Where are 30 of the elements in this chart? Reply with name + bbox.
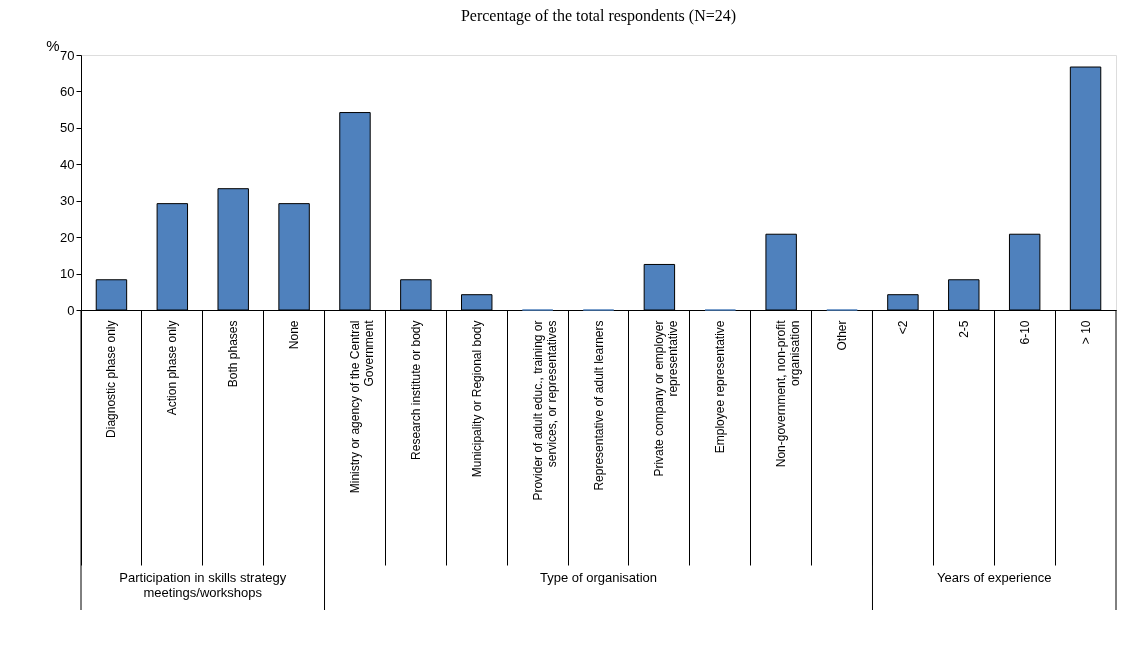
x-tick-label: Municipality or Regional body: [469, 320, 484, 478]
y-tick-label: 0: [67, 302, 75, 318]
x-tick-label: Employee representative: [713, 320, 728, 454]
x-tick-label: 6-10: [1017, 320, 1032, 345]
x-tick-label: Representative of adult learners: [591, 320, 606, 491]
y-tick-label: 50: [60, 120, 75, 136]
x-tick-label: 2-5: [956, 320, 971, 338]
chart-title: Percentage of the total respondents (N=24): [460, 7, 737, 25]
x-tick-label: None: [287, 320, 302, 350]
x-tick-label: Diagnostic phase only: [104, 320, 119, 438]
x-tick-label: Other: [835, 320, 850, 351]
x-tick-label: Both phases: [226, 320, 241, 388]
x-tick-label: <2: [895, 320, 910, 335]
x-tick-label: Non-government, non-profit organisation: [774, 319, 803, 468]
x-tick-label: Provider of adult educ., training or services, or representatives: [530, 320, 559, 501]
y-tick-label: 70: [60, 47, 75, 63]
y-tick-label: 30: [60, 193, 75, 209]
y-tick-label: 40: [60, 156, 75, 172]
x-tick-label: Private company or employer representative: [652, 320, 681, 477]
text: Participation in skills strategy meetings/workshops: [119, 570, 287, 600]
y-tick-label: 10: [60, 266, 75, 282]
y-tick-label: 20: [60, 229, 75, 245]
x-tick-label: Research institute or body: [408, 320, 423, 460]
x-tick-label: Ministry or agency of the Central Government: [347, 319, 376, 494]
x-tick-label: Action phase only: [165, 320, 180, 416]
text: Years of experience: [937, 570, 1052, 585]
x-tick-label: > 10: [1078, 320, 1093, 345]
y-axis-title: %: [46, 36, 60, 54]
y-tick-label: 60: [60, 83, 75, 99]
text: Type of organisation: [539, 570, 658, 585]
